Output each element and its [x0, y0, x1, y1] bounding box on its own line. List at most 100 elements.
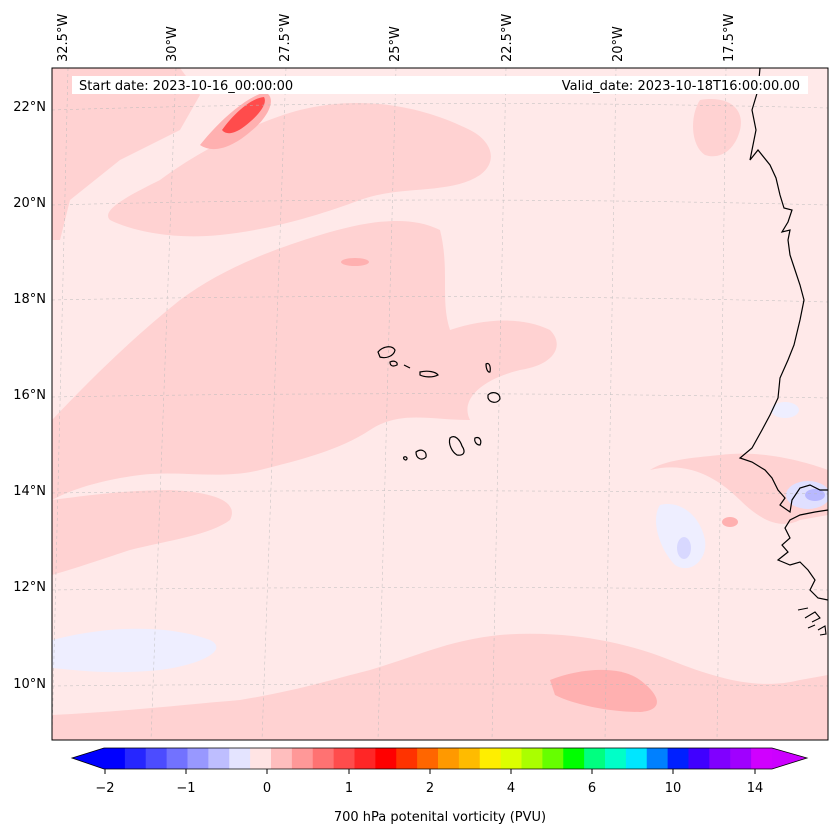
africa-coastline [738, 68, 828, 514]
lat-label: 22°N [13, 100, 46, 115]
header-box [72, 76, 808, 94]
lon-label: 17.5°W [722, 14, 737, 62]
colorbar-tick-label: 4 [507, 781, 515, 796]
longitude-labels: 32.5°W 30°W 27.5°W 25°W 22.5°W 20°W 17.5… [56, 14, 737, 62]
lon-label: 20°W [611, 26, 626, 62]
lat-label: 18°N [13, 292, 46, 307]
bijagos-islands [797, 607, 827, 636]
colorbar-segment [250, 748, 272, 769]
colorbar-segment [333, 748, 356, 769]
colorbar-segment [730, 748, 752, 769]
colorbar-segment [396, 748, 418, 769]
map-frame [51, 67, 829, 741]
colorbar-segment [187, 748, 209, 769]
colorbar-segment [667, 748, 690, 769]
map-panel: Start date: 2023-10-16_00:00:00 Valid_da… [52, 68, 828, 740]
colorbar-segment [145, 748, 168, 769]
colorbar-tick-label: 0 [263, 781, 271, 796]
colorbar-segment [104, 748, 126, 769]
lon-label: 32.5°W [56, 14, 71, 62]
colorbar-segment [521, 748, 543, 769]
colorbar-tick-label: −2 [95, 781, 114, 796]
pv-patch-south [550, 669, 657, 712]
colorbar: −2 −1 0 1 2 4 6 10 14 700 hPa potenital … [70, 747, 809, 825]
island-santiago [448, 436, 465, 456]
pv-band-central [52, 220, 557, 500]
pv-band-east-strip [693, 99, 741, 157]
colorbar-segment [646, 748, 669, 769]
island-boa-vista [487, 392, 501, 403]
africa-coastline-south [776, 509, 828, 601]
pv-band-north [52, 68, 200, 240]
colorbar-segment [688, 748, 710, 769]
colorbar-segment [584, 748, 606, 769]
colorbar-segment [458, 748, 481, 769]
pv-patch-north-core [222, 97, 265, 134]
lat-label: 14°N [13, 484, 46, 499]
colorbar-tick-label: 2 [426, 781, 434, 796]
lat-label: 12°N [13, 580, 46, 595]
lat-label: 10°N [13, 677, 46, 692]
colorbar-segment [625, 748, 648, 769]
colorbar-segment [751, 748, 773, 769]
colorbar-over-arrow [772, 748, 807, 769]
colorbar-segment [354, 748, 376, 769]
colorbar-segment [124, 748, 147, 769]
lon-label: 30°W [165, 26, 180, 62]
negative-pv-east [655, 504, 706, 569]
pv-band-lower-west [52, 490, 232, 575]
colorbar-label: 700 hPa potenital vorticity (PVU) [334, 810, 546, 825]
negative-pv-north-coast [771, 402, 799, 418]
colorbar-segment [312, 748, 335, 769]
colorbar-segment [605, 748, 627, 769]
valid-date-label: Valid_date: 2023-10-18T16:00:00.00 [562, 79, 800, 94]
colorbar-outline [70, 747, 809, 770]
colorbar-tick-label: 14 [747, 781, 764, 796]
colorbar-segment [375, 748, 397, 769]
colorbar-segment [542, 748, 564, 769]
island-santo-antao [377, 346, 396, 359]
island-sal [485, 362, 491, 373]
island-fogo [415, 449, 427, 460]
pv-band-north-arc [108, 102, 491, 237]
lat-label: 20°N [13, 196, 46, 211]
negative-pv-west [52, 628, 217, 673]
colorbar-ticks [104, 769, 756, 774]
lon-label: 25°W [388, 26, 403, 62]
cape-verde-islands [377, 346, 501, 461]
colorbar-segment [709, 748, 731, 769]
island-maio [474, 436, 482, 446]
colorbar-tick-labels: −2 −1 0 1 2 4 6 10 14 [95, 781, 763, 796]
colorbar-segment [500, 748, 523, 769]
colorbar-tick-label: −1 [176, 781, 195, 796]
pv-patch-small-2 [722, 517, 738, 527]
colorbar-segment [417, 748, 439, 769]
lon-label: 27.5°W [278, 14, 293, 62]
gridlines [52, 68, 828, 740]
colorbar-tick-label: 1 [345, 781, 353, 796]
colorbar-segment [291, 748, 314, 769]
colorbar-segment [229, 748, 251, 769]
island-brava [403, 456, 408, 461]
colorbar-segment [208, 748, 230, 769]
lat-label: 16°N [13, 388, 46, 403]
colorbar-under-arrow [72, 748, 104, 769]
colorbar-segment [479, 748, 502, 769]
latitude-labels: 22°N 20°N 18°N 16°N 14°N 12°N 10°N [13, 100, 46, 692]
negative-pv-small [677, 537, 691, 559]
island-sao-nicolau [419, 370, 439, 378]
pv-patch-small-1 [341, 258, 369, 266]
colorbar-segment [438, 748, 460, 769]
colorbar-segment [166, 748, 189, 769]
start-date-label: Start date: 2023-10-16_00:00:00 [79, 79, 293, 94]
colorbar-segment [563, 748, 585, 769]
lon-label: 22.5°W [500, 14, 515, 62]
pv-band-south-east [650, 453, 828, 524]
colorbar-tick-label: 6 [588, 781, 596, 796]
colorbar-segment [271, 748, 293, 769]
island-santa-luzia [403, 364, 411, 369]
colorbar-tick-label: 10 [665, 781, 682, 796]
negative-pv-coast-core [805, 489, 825, 501]
colorbar-segments [104, 748, 773, 769]
